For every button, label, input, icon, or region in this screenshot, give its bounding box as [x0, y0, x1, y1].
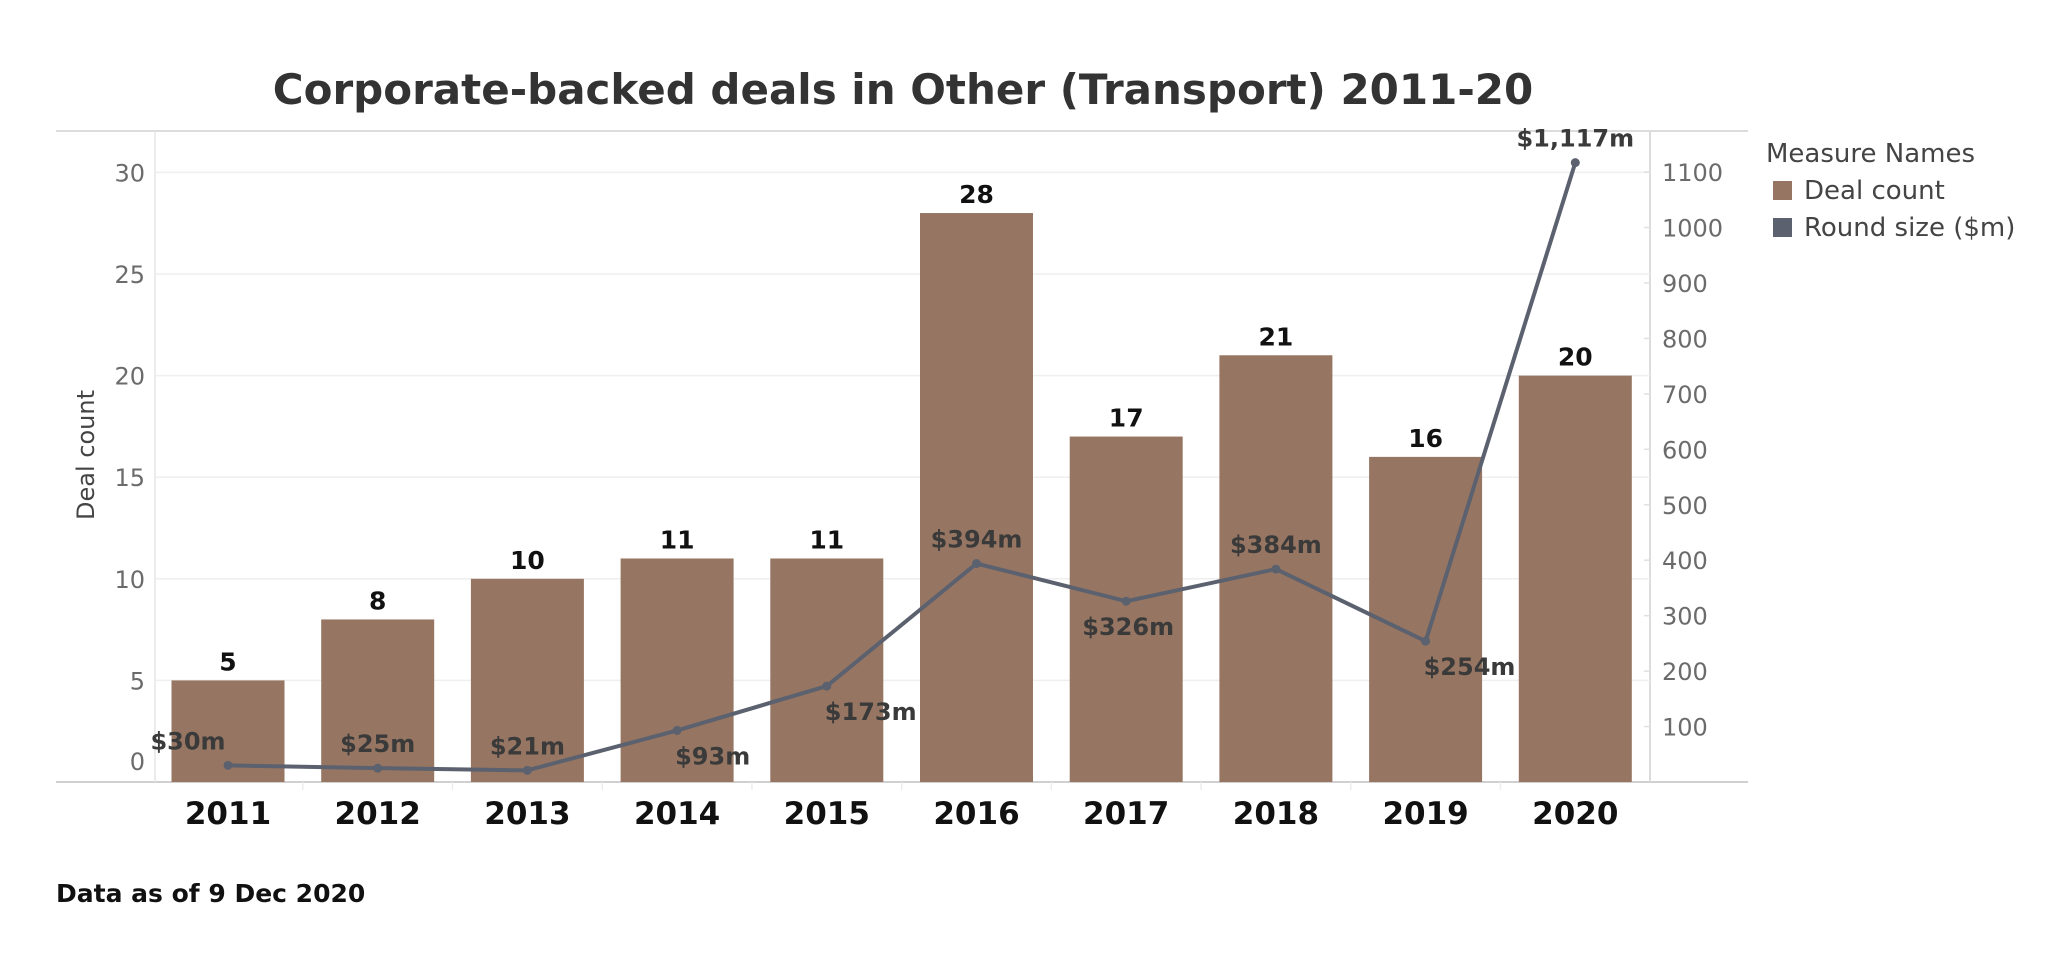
bar-label-2013: 10 — [510, 546, 545, 575]
x-tick-label-2012: 2012 — [335, 796, 421, 832]
right-tick-label: 300 — [1662, 603, 1708, 631]
bar-label-2015: 11 — [809, 525, 844, 554]
round-size-point-2020 — [1570, 158, 1580, 168]
bar-series-deal-count — [171, 213, 1632, 783]
bar-2020 — [1518, 375, 1632, 782]
left-axis-ticks: 0 5 10 15 20 25 30 — [114, 159, 145, 776]
bar-label-2011: 5 — [219, 647, 236, 676]
line-label-2016: $394m — [931, 526, 1023, 554]
legend-swatch-round-size — [1773, 218, 1792, 237]
line-label-2018: $384m — [1230, 531, 1322, 559]
right-tick-label: 1100 — [1662, 159, 1723, 187]
right-tick-label: 800 — [1662, 325, 1708, 353]
bar-2016 — [920, 213, 1033, 783]
line-label-2019: $254m — [1424, 653, 1516, 681]
line-label-2014: $93m — [675, 742, 750, 770]
right-tick-label: 600 — [1662, 436, 1708, 464]
legend-title: Measure Names — [1766, 139, 1975, 169]
round-size-point-2018 — [1271, 564, 1281, 574]
legend-swatch-deal-count — [1773, 181, 1792, 200]
right-tick-label: 900 — [1662, 270, 1708, 298]
bar-2019 — [1369, 456, 1483, 782]
footnote: Data as of 9 Dec 2020 — [56, 879, 365, 908]
left-tick-label: 30 — [114, 159, 145, 187]
bar-2015 — [770, 558, 884, 782]
round-size-point-2015 — [822, 681, 832, 691]
bar-label-2016: 28 — [959, 180, 994, 209]
right-axis-ticks: 100 200 300 400 500 600 700 800 900 1000 1100 — [1644, 159, 1723, 742]
line-label-2017: $326m — [1082, 613, 1174, 641]
bar-label-2012: 8 — [369, 586, 386, 615]
x-axis-ticks: 2011 2012 2013 2014 2015 2016 2017 2018 2019 2020 — [185, 782, 1618, 832]
line-series-round-size — [223, 158, 1580, 775]
line-data-labels: $30m $25m $21m $93m $173m $394m $326m $384m $254… — [150, 125, 1634, 771]
left-tick-label: 10 — [114, 566, 145, 594]
line-label-2020: $1,117m — [1516, 125, 1634, 153]
right-tick-label: 700 — [1662, 381, 1708, 409]
legend-label-round-size: Round size ($m) — [1804, 213, 2015, 243]
x-tick-label-2015: 2015 — [784, 796, 870, 832]
left-axis-title: Deal count — [72, 390, 100, 520]
round-size-point-2012 — [373, 763, 383, 773]
x-tick-label-2019: 2019 — [1382, 796, 1468, 832]
bar-label-2017: 17 — [1109, 404, 1144, 433]
line-label-2013: $21m — [490, 732, 565, 760]
line-label-2012: $25m — [340, 730, 415, 758]
bar-2017 — [1069, 436, 1183, 782]
bar-label-2018: 21 — [1259, 322, 1294, 351]
x-tick-label-2018: 2018 — [1233, 796, 1319, 832]
round-size-line — [227, 162, 1578, 773]
x-tick-label-2020: 2020 — [1532, 796, 1618, 832]
right-tick-label: 1000 — [1662, 215, 1723, 243]
x-tick-label-2011: 2011 — [185, 796, 271, 832]
bar-label-2019: 16 — [1408, 424, 1443, 453]
round-size-point-2011 — [223, 760, 233, 770]
legend-label-deal-count: Deal count — [1804, 176, 1945, 206]
plot-frame — [56, 130, 1748, 783]
left-tick-label: 0 — [130, 748, 145, 776]
left-tick-label: 20 — [114, 363, 145, 391]
round-size-point-2017 — [1121, 596, 1131, 606]
right-tick-label: 500 — [1662, 492, 1708, 520]
round-size-point-2014 — [672, 725, 682, 735]
right-tick-label: 100 — [1662, 714, 1708, 742]
bar-label-2014: 11 — [660, 525, 695, 554]
bar-2014 — [620, 558, 734, 782]
chart-title: Corporate-backed deals in Other (Transpo… — [273, 65, 1533, 114]
left-tick-label: 5 — [130, 667, 145, 695]
round-size-point-2019 — [1421, 636, 1431, 646]
left-tick-label: 25 — [114, 261, 145, 289]
bar-data-labels: 5 8 10 11 11 28 17 21 16 20 — [219, 180, 1592, 676]
x-tick-label-2014: 2014 — [634, 796, 720, 832]
right-tick-label: 200 — [1662, 658, 1708, 686]
bar-label-2020: 20 — [1558, 343, 1593, 372]
line-label-2011: $30m — [150, 727, 225, 755]
bar-2013 — [470, 578, 584, 782]
x-tick-label-2013: 2013 — [484, 796, 570, 832]
bar-2012 — [321, 619, 435, 782]
right-tick-label: 400 — [1662, 547, 1708, 575]
line-label-2015: $173m — [825, 698, 917, 726]
left-tick-label: 15 — [114, 464, 145, 492]
legend: Measure Names Deal count Round size ($m) — [1766, 139, 2015, 243]
x-tick-label-2016: 2016 — [933, 796, 1019, 832]
round-size-point-2016 — [972, 559, 981, 569]
round-size-point-2013 — [522, 765, 532, 775]
x-tick-label-2017: 2017 — [1083, 796, 1169, 832]
